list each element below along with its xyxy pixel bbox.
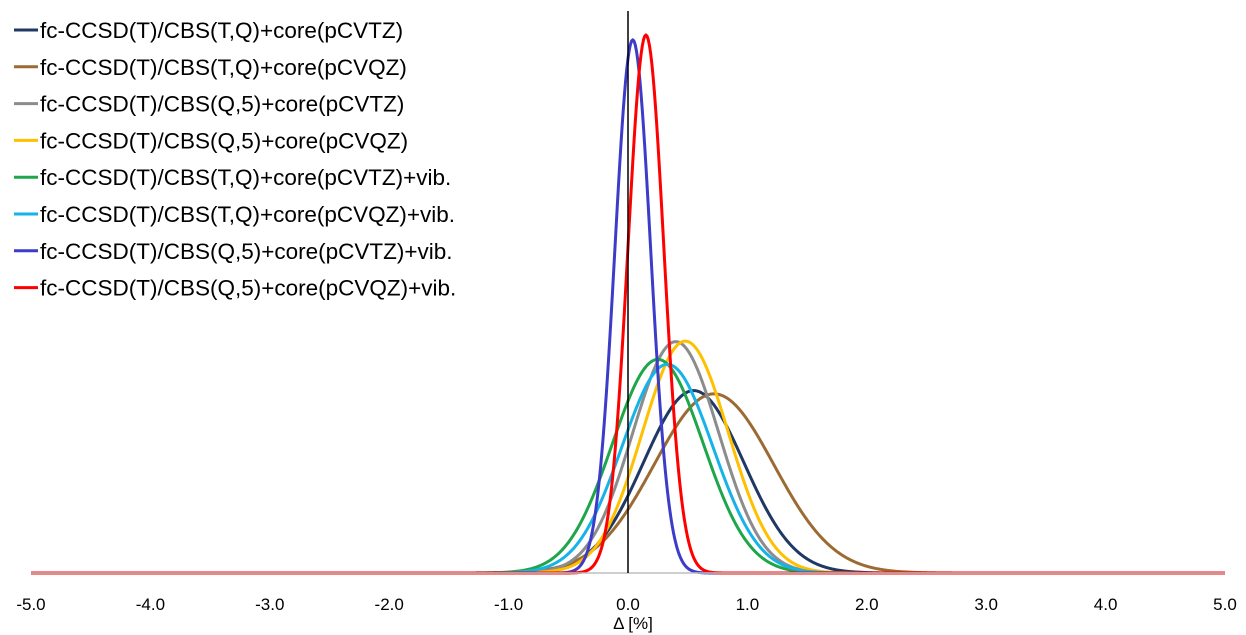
x-axis-title: Δ [%]: [613, 614, 653, 633]
x-tick-label: 5.0: [1213, 595, 1237, 614]
x-tick-label: 2.0: [855, 595, 879, 614]
x-tick-labels: -5.0 -4.0 -3.0 -2.0 -1.0 0.0 1.0 2.0 3.0 4.0 5.0: [16, 595, 1236, 614]
x-tick-label: 3.0: [974, 595, 998, 614]
legend-label-4: fc-CCSD(T)/CBS(Q,5)+core(pCVQZ): [40, 128, 408, 153]
x-tick-label: -4.0: [136, 595, 165, 614]
x-tick-label: 0.0: [616, 595, 640, 614]
legend-label-2: fc-CCSD(T)/CBS(T,Q)+core(pCVQZ): [40, 55, 407, 80]
x-tick-label: -1.0: [494, 595, 523, 614]
legend-label-3: fc-CCSD(T)/CBS(Q,5)+core(pCVTZ): [40, 92, 404, 117]
x-tick-label: 1.0: [736, 595, 760, 614]
x-tick-label: -2.0: [375, 595, 404, 614]
legend-label-6: fc-CCSD(T)/CBS(T,Q)+core(pCVQZ)+vib.: [40, 202, 455, 227]
x-tick-label: -3.0: [255, 595, 284, 614]
legend-label-7: fc-CCSD(T)/CBS(Q,5)+core(pCVTZ)+vib.: [40, 239, 453, 264]
legend-label-1: fc-CCSD(T)/CBS(T,Q)+core(pCVTZ): [40, 18, 403, 43]
legend: fc-CCSD(T)/CBS(T,Q)+core(pCVTZ) fc-CCSD(T…: [14, 18, 456, 301]
x-tick-label: 4.0: [1094, 595, 1118, 614]
x-tick-label: -5.0: [16, 595, 45, 614]
legend-label-5: fc-CCSD(T)/CBS(T,Q)+core(pCVTZ)+vib.: [40, 165, 451, 190]
legend-label-8: fc-CCSD(T)/CBS(Q,5)+core(pCVQZ)+vib.: [40, 276, 456, 301]
